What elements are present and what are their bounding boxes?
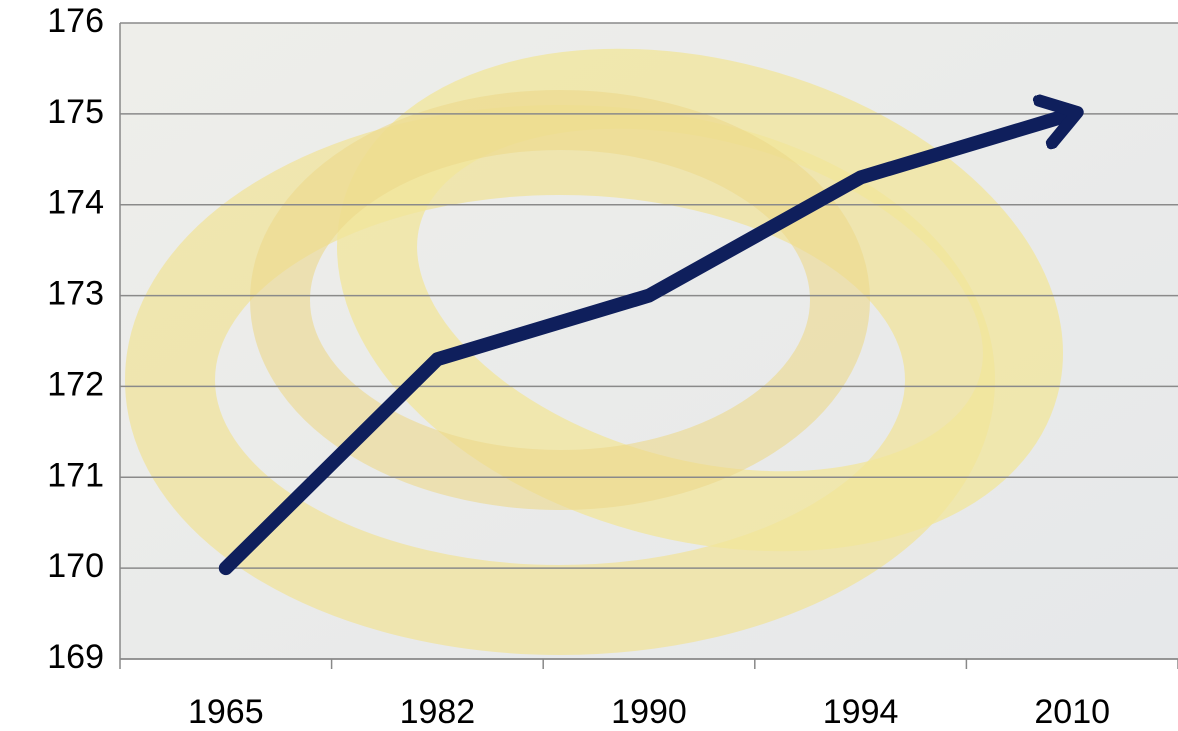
y-tick-label: 173: [47, 275, 104, 313]
y-tick-label: 176: [47, 2, 104, 40]
x-tick-label: 1965: [188, 693, 264, 731]
y-tick-label: 171: [47, 456, 104, 494]
x-tick-label: 1994: [823, 693, 899, 731]
x-tick-label: 1982: [400, 693, 476, 731]
x-tick-label: 2010: [1034, 693, 1110, 731]
y-tick-label: 174: [47, 184, 104, 222]
y-tick-label: 175: [47, 93, 104, 131]
x-tick-label: 1990: [611, 693, 687, 731]
line: [218, 114, 1072, 576]
y-tick-label: 170: [47, 547, 104, 585]
y-tick-label: 169: [47, 638, 104, 676]
background-image: [120, 23, 1178, 659]
y-tick-label: 172: [47, 365, 104, 403]
